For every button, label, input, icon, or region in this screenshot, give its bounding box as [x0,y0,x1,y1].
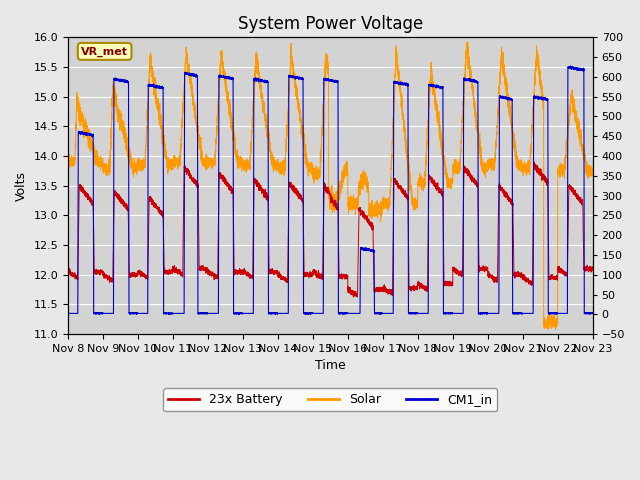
Title: System Power Voltage: System Power Voltage [237,15,423,33]
Legend: 23x Battery, Solar, CM1_in: 23x Battery, Solar, CM1_in [163,388,497,411]
Y-axis label: Volts: Volts [15,171,28,201]
Text: VR_met: VR_met [81,46,128,57]
X-axis label: Time: Time [315,360,346,372]
